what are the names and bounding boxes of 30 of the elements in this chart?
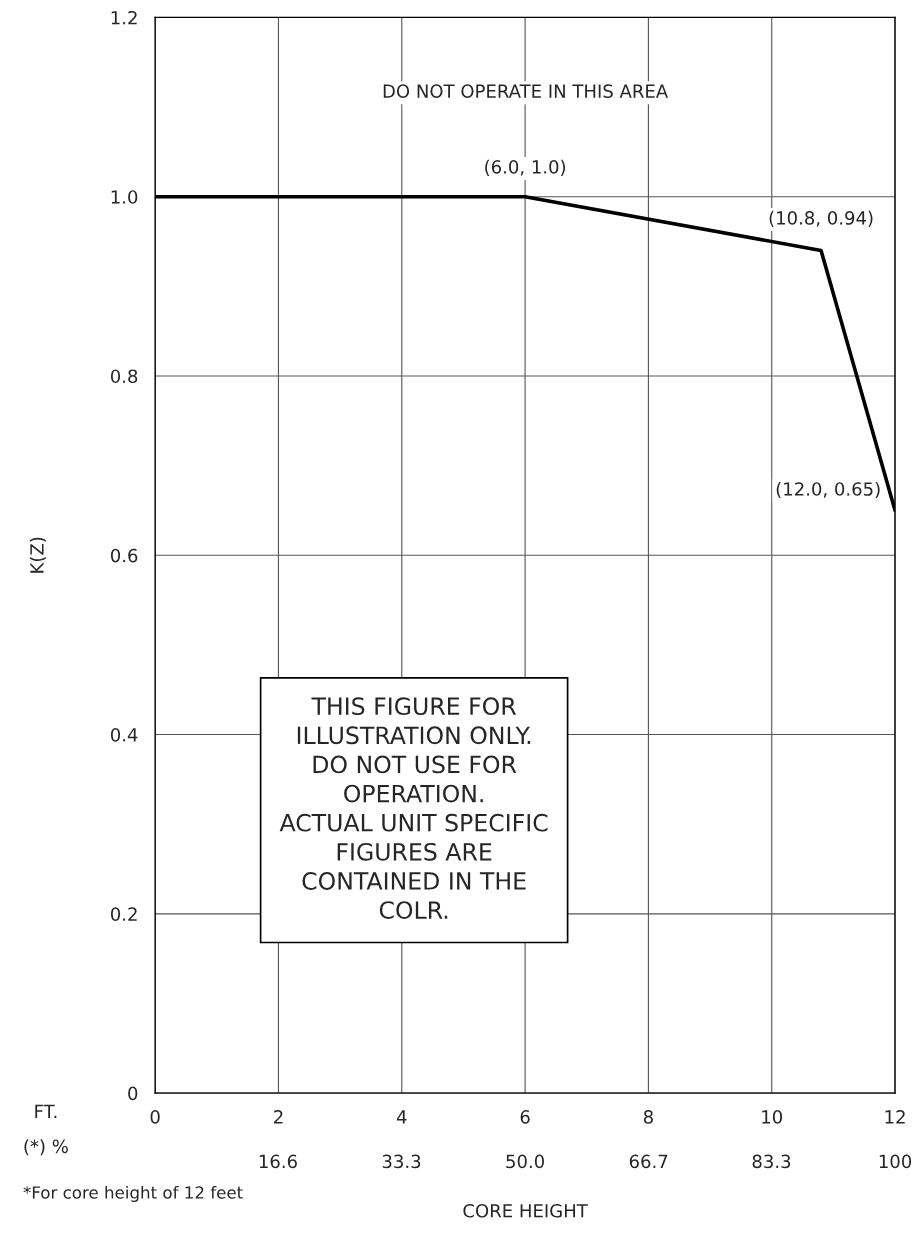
y-tick-label: 1.0 <box>111 190 138 204</box>
y-axis-title: K(Z) <box>29 537 46 573</box>
x-tick-label: 0 <box>150 1110 160 1124</box>
annotation: (10.8, 0.94) <box>769 210 873 227</box>
y-tick-label: 0.4 <box>110 728 138 742</box>
x-tick-label: 12 <box>885 1110 905 1124</box>
text: (*) % <box>24 1139 68 1156</box>
x-tick-label: 2 <box>274 1110 283 1124</box>
x2-tick-label: 66.7 <box>629 1154 668 1169</box>
x-axis-title: CORE HEIGHT <box>463 1203 588 1218</box>
x2-tick-label: 50.0 <box>506 1154 544 1169</box>
annotation: (12.0, 0.65) <box>776 481 880 498</box>
text: FT. <box>35 1104 57 1119</box>
x2-tick-label: 16.6 <box>259 1154 297 1169</box>
annotation: (6.0, 1.0) <box>485 159 566 176</box>
y-tick-label: 0 <box>128 1086 138 1101</box>
annotation: THIS FIGURE FOR ILLUSTRATION ONLY. DO NOT USE FOR OPERATION. ACTUAL UNIT SPECIFIC FIGURES ARE CONTAINED IN THE COLR. <box>279 697 548 920</box>
text: *For core height of 12 feet <box>23 1185 243 1203</box>
y-tick-label: 0.8 <box>110 369 138 384</box>
annotation: DO NOT OPERATE IN THIS AREA <box>383 84 669 98</box>
y-tick-label: 0.6 <box>110 548 138 563</box>
x2-tick-label: 83.3 <box>752 1154 791 1169</box>
x2-tick-label: 100 <box>879 1154 912 1169</box>
x-tick-label: 6 <box>520 1110 530 1124</box>
x2-tick-label: 33.3 <box>382 1154 421 1169</box>
y-tick-label: 0.2 <box>110 907 137 921</box>
x-tick-label: 4 <box>396 1110 407 1124</box>
y-tick-label: 1.2 <box>111 10 137 25</box>
x-tick-label: 10 <box>762 1110 783 1124</box>
x-tick-label: 8 <box>643 1110 653 1124</box>
